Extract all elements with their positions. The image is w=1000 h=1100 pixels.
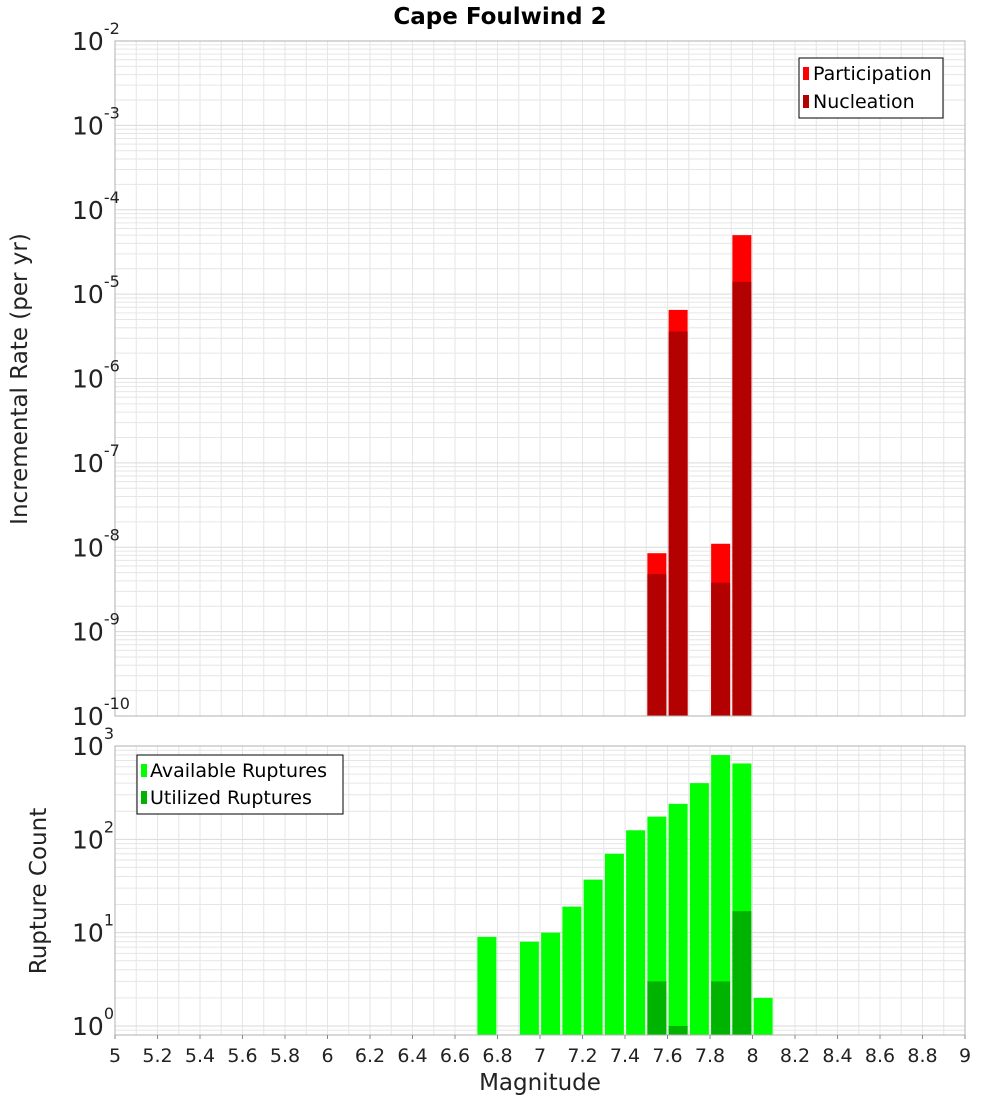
utilized-bar	[647, 981, 667, 1035]
x-tick-label: 8	[746, 1045, 758, 1067]
y-tick-label: 102	[72, 817, 114, 854]
y-tick-label: 10-7	[72, 441, 120, 478]
utilized-bar	[711, 981, 731, 1035]
y-tick-label: 10-2	[72, 19, 120, 56]
count-bars	[477, 755, 773, 1035]
y-tick-label: 10-3	[72, 103, 120, 140]
nucleation-legend-label: Nucleation	[813, 91, 915, 113]
rate-bars	[647, 235, 752, 716]
x-tick-label: 8.6	[865, 1045, 895, 1067]
available-legend-label: Available Ruptures	[150, 760, 327, 782]
nucleation-bar	[647, 574, 667, 716]
count-plot: 100 101 102 103 Rupture Count Available Rup…	[26, 724, 966, 1041]
participation-legend-swatch	[803, 67, 809, 80]
x-tick-label: 7.8	[695, 1045, 725, 1067]
y-tick-label: 10-10	[72, 694, 130, 731]
rate-legend-box	[798, 57, 944, 119]
utilized-legend-label: Utilized Ruptures	[150, 787, 312, 809]
available-legend-swatch	[141, 764, 147, 777]
x-tick-label: 9	[959, 1045, 971, 1067]
x-tick-label: 7.2	[567, 1045, 597, 1067]
available-bar	[604, 853, 624, 1035]
x-axis-ticks: 5 5.2 5.4 5.6 5.8 6 6.2 6.4 6.6 6.8 7 7.2 7.4 7.6 7.8 8…	[109, 1035, 971, 1067]
count-legend: Available Ruptures Utilized Ruptures	[136, 754, 344, 815]
rate-legend: Participation Nucleation	[798, 57, 944, 119]
x-tick-label: 8.4	[822, 1045, 852, 1067]
rate-y-axis-label: Incremental Rate (per yr)	[7, 233, 33, 525]
count-y-axis-label: Rupture Count	[26, 808, 52, 974]
x-tick-label: 8.2	[780, 1045, 810, 1067]
rate-plot: 10-10 10-9 10-8 10-7 10-6 10-5 10-4 10-3 10-2 In…	[7, 19, 966, 731]
y-tick-label: 10-4	[72, 188, 120, 225]
count-y-ticks: 100 101 102 103	[72, 724, 114, 1041]
y-tick-label: 10-8	[72, 525, 120, 562]
x-tick-label: 7.4	[610, 1045, 640, 1067]
x-tick-label: 5.6	[227, 1045, 257, 1067]
x-tick-label: 7.6	[652, 1045, 682, 1067]
available-bar	[541, 932, 561, 1035]
utilized-bar	[668, 1025, 688, 1035]
x-tick-label: 5	[109, 1045, 121, 1067]
available-bar	[477, 936, 497, 1035]
available-bar	[562, 906, 582, 1035]
x-tick-label: 5.4	[185, 1045, 215, 1067]
available-bar	[753, 997, 773, 1035]
available-bar	[583, 879, 603, 1035]
available-bar	[689, 783, 709, 1035]
x-axis-label: Magnitude	[479, 1070, 601, 1096]
x-tick-label: 6.6	[440, 1045, 470, 1067]
x-tick-label: 5.2	[142, 1045, 172, 1067]
y-tick-label: 100	[72, 1004, 114, 1041]
x-tick-label: 6.2	[355, 1045, 385, 1067]
y-tick-label: 10-6	[72, 357, 120, 394]
available-bar	[647, 816, 667, 1035]
rate-plot-frame	[114, 40, 966, 717]
chart-title: Cape Foulwind 2	[393, 4, 606, 30]
utilized-legend-swatch	[141, 791, 147, 804]
x-tick-label: 6.4	[397, 1045, 427, 1067]
y-tick-label: 10-5	[72, 272, 120, 309]
nucleation-bar	[732, 281, 752, 716]
available-bar	[711, 755, 731, 1035]
x-tick-label: 6	[321, 1045, 333, 1067]
y-tick-label: 103	[72, 724, 114, 761]
y-tick-label: 101	[72, 911, 114, 948]
participation-legend-label: Participation	[813, 63, 932, 85]
utilized-bar	[732, 911, 752, 1035]
available-bar	[668, 803, 688, 1035]
x-tick-label: 6.8	[482, 1045, 512, 1067]
count-legend-box	[136, 754, 344, 815]
rate-y-ticks: 10-10 10-9 10-8 10-7 10-6 10-5 10-4 10-3 10-2	[72, 19, 130, 731]
count-grid	[114, 746, 966, 1036]
rate-grid	[114, 41, 966, 717]
available-bar	[519, 941, 539, 1035]
nucleation-legend-swatch	[803, 95, 809, 108]
available-bar	[626, 830, 646, 1035]
y-tick-label: 10-9	[72, 610, 120, 647]
nucleation-bar	[711, 582, 731, 716]
x-tick-label: 5.8	[270, 1045, 300, 1067]
x-tick-label: 7	[534, 1045, 546, 1067]
x-tick-label: 8.8	[907, 1045, 937, 1067]
nucleation-bar	[668, 331, 688, 716]
